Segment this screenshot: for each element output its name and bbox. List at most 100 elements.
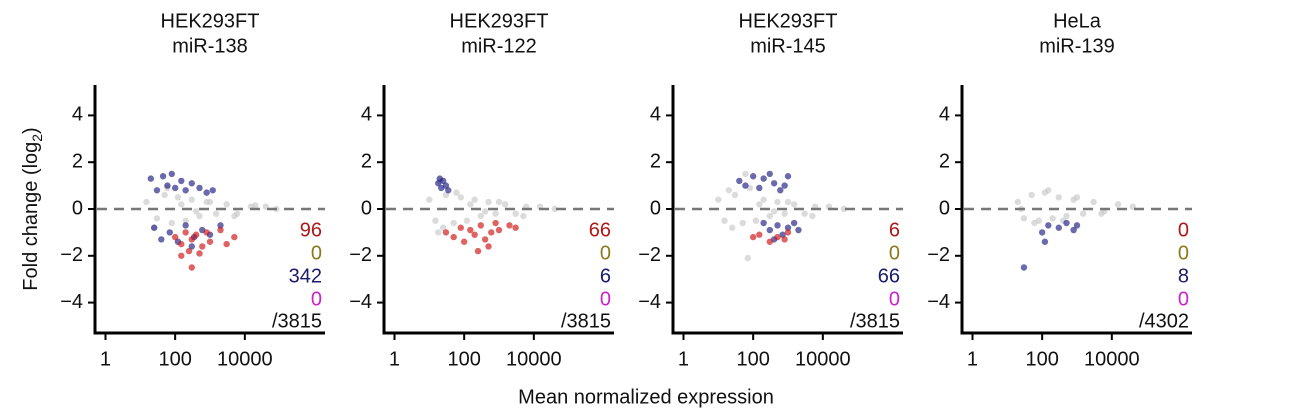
point — [725, 187, 733, 194]
y-axis-label-subscript: 2 — [29, 134, 45, 142]
point — [784, 198, 792, 206]
y-tick-label: −2 — [638, 244, 661, 266]
point — [158, 236, 165, 243]
point — [721, 217, 728, 224]
y-tick-label: −2 — [927, 244, 950, 266]
point — [840, 205, 848, 213]
y-tick-label: 2 — [361, 150, 372, 172]
point — [1114, 201, 1122, 208]
point — [153, 187, 161, 194]
y-tick-label: −4 — [349, 291, 372, 313]
point — [171, 184, 179, 192]
point — [781, 182, 788, 189]
point — [174, 194, 182, 201]
point — [1045, 187, 1052, 194]
y-tick-label: 4 — [939, 104, 950, 126]
point — [188, 264, 195, 271]
count-label: 0 — [1178, 219, 1189, 241]
point — [756, 231, 763, 238]
count-label: 0 — [889, 288, 900, 310]
count-label: 8 — [1178, 265, 1189, 287]
count-label: 96 — [300, 219, 322, 241]
point — [168, 170, 175, 178]
x-tick-label: 10000 — [217, 348, 273, 370]
point — [749, 233, 757, 241]
point — [178, 177, 185, 185]
point — [760, 219, 767, 227]
y-tick-label: 4 — [650, 104, 661, 126]
y-tick-label: −2 — [349, 244, 372, 266]
point — [742, 170, 749, 178]
x-tick-label: 1 — [678, 348, 689, 370]
point — [512, 224, 519, 231]
point — [492, 219, 499, 227]
point — [506, 222, 513, 229]
x-tick-label: 100 — [736, 348, 769, 370]
point — [488, 229, 495, 236]
point — [457, 194, 464, 201]
point — [766, 238, 773, 245]
point — [150, 224, 158, 231]
point — [809, 212, 816, 220]
point — [439, 224, 447, 231]
total-label: /3815 — [850, 310, 900, 332]
point — [439, 177, 447, 185]
y-axis-label: Fold change (log2) — [20, 127, 44, 290]
point — [770, 180, 778, 187]
point — [477, 222, 484, 229]
point — [171, 233, 179, 241]
panel-title: HEK293FT — [739, 10, 838, 32]
point — [485, 198, 492, 206]
point — [231, 233, 238, 241]
point — [781, 210, 788, 217]
point — [223, 240, 230, 248]
point — [481, 236, 489, 243]
point — [766, 226, 773, 234]
point — [1045, 222, 1052, 229]
point — [481, 208, 489, 215]
count-label: 0 — [311, 242, 322, 264]
point — [1098, 210, 1105, 217]
point — [460, 238, 468, 245]
y-tick-label: 4 — [72, 104, 83, 126]
point — [1090, 198, 1097, 206]
point — [252, 202, 259, 209]
x-tick-label: 100 — [447, 348, 480, 370]
point — [760, 196, 767, 203]
point — [159, 173, 167, 180]
point — [1014, 198, 1022, 206]
count-label: 6 — [600, 265, 611, 287]
point — [143, 198, 150, 206]
point — [178, 252, 185, 259]
point — [196, 250, 203, 257]
x-axis-label: Mean normalized expression — [518, 386, 774, 408]
y-axis-label-end: ) — [20, 127, 42, 134]
x-tick-label: 1 — [389, 348, 400, 370]
point — [471, 196, 478, 203]
point — [551, 205, 559, 213]
point — [495, 198, 503, 206]
count-label: 66 — [589, 219, 611, 241]
point — [209, 187, 216, 194]
count-label: 0 — [1178, 288, 1189, 310]
count-label: 0 — [1178, 242, 1189, 264]
y-axis-label-main: Fold change (log — [20, 142, 42, 291]
point — [1049, 215, 1056, 222]
point — [756, 184, 763, 192]
x-tick-label: 100 — [158, 348, 191, 370]
y-tick-label: −4 — [638, 291, 661, 313]
point — [756, 201, 763, 208]
point — [742, 182, 749, 189]
point — [432, 217, 439, 224]
panel-title: HEK293FT — [450, 10, 549, 32]
y-tick-label: −4 — [927, 291, 950, 313]
point — [728, 224, 736, 231]
point — [185, 247, 193, 255]
point — [426, 196, 433, 203]
panel-subtitle: miR-145 — [750, 35, 826, 57]
point — [199, 243, 206, 250]
point — [1038, 229, 1046, 236]
panel-subtitle: miR-122 — [461, 35, 537, 57]
x-tick-label: 10000 — [795, 348, 851, 370]
